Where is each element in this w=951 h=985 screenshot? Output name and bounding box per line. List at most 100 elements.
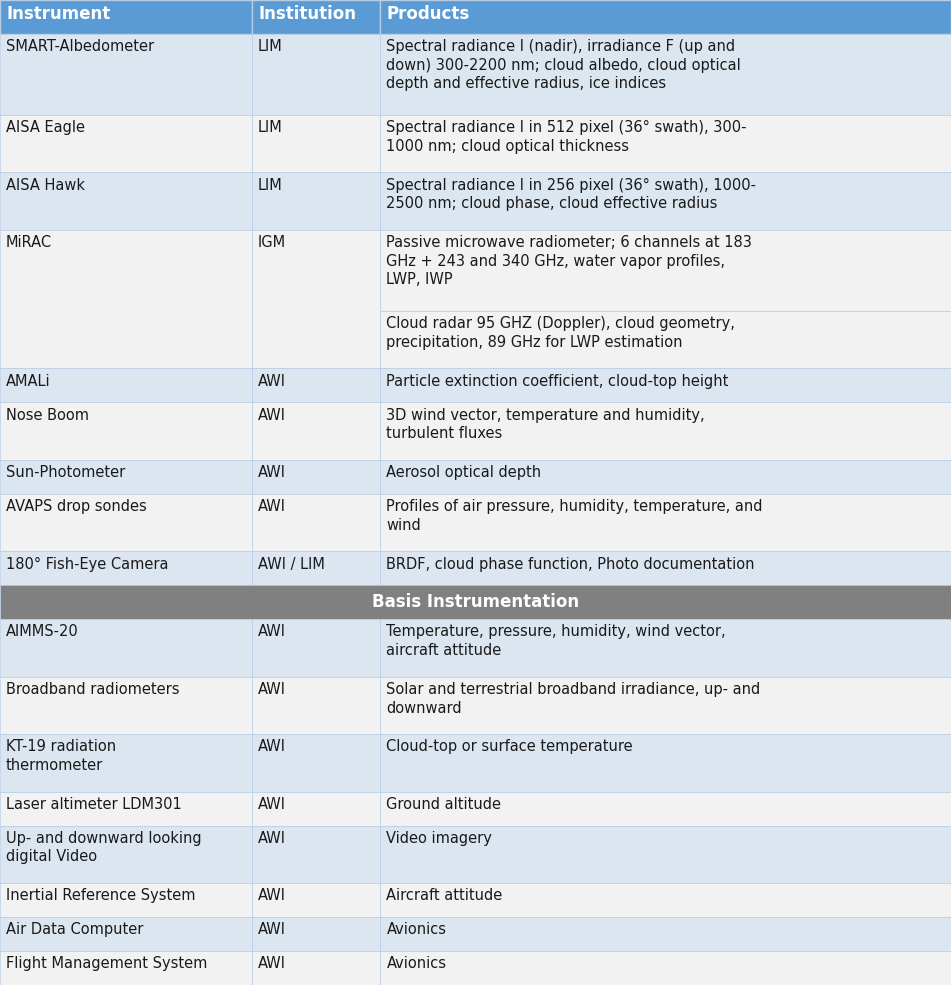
Bar bbox=[0, 734, 252, 792]
Text: AWI: AWI bbox=[258, 624, 286, 639]
Text: Aerosol optical depth: Aerosol optical depth bbox=[386, 465, 541, 480]
Bar bbox=[380, 368, 951, 402]
Text: BRDF, cloud phase function, Photo documentation: BRDF, cloud phase function, Photo docume… bbox=[386, 557, 755, 571]
Bar bbox=[0, 33, 252, 115]
Text: LIM: LIM bbox=[258, 39, 282, 54]
Bar bbox=[252, 734, 380, 792]
Bar bbox=[0, 585, 951, 620]
Bar bbox=[252, 368, 380, 402]
Text: Avionics: Avionics bbox=[386, 922, 446, 938]
Bar bbox=[0, 952, 252, 985]
Bar bbox=[252, 402, 380, 460]
Text: Basis Instrumentation: Basis Instrumentation bbox=[372, 593, 579, 612]
Bar bbox=[380, 884, 951, 917]
Bar bbox=[0, 792, 252, 825]
Bar bbox=[380, 311, 951, 368]
Text: Solar and terrestrial broadband irradiance, up- and
downward: Solar and terrestrial broadband irradian… bbox=[386, 682, 761, 715]
Bar bbox=[380, 172, 951, 230]
Bar bbox=[252, 952, 380, 985]
Bar bbox=[380, 792, 951, 825]
Bar bbox=[380, 620, 951, 677]
Text: AWI / LIM: AWI / LIM bbox=[258, 557, 325, 571]
Bar bbox=[380, 952, 951, 985]
Text: Video imagery: Video imagery bbox=[386, 831, 493, 846]
Text: AWI: AWI bbox=[258, 740, 286, 755]
Bar bbox=[252, 172, 380, 230]
Text: 3D wind vector, temperature and humidity,
turbulent fluxes: 3D wind vector, temperature and humidity… bbox=[386, 408, 705, 441]
Text: MiRAC: MiRAC bbox=[6, 235, 52, 250]
Bar bbox=[0, 552, 252, 585]
Text: KT-19 radiation
thermometer: KT-19 radiation thermometer bbox=[6, 740, 116, 773]
Text: Nose Boom: Nose Boom bbox=[6, 408, 89, 423]
Text: AWI: AWI bbox=[258, 956, 286, 971]
Bar bbox=[252, 115, 380, 172]
Bar bbox=[0, 402, 252, 460]
Bar bbox=[252, 230, 380, 368]
Text: Inertial Reference System: Inertial Reference System bbox=[6, 888, 196, 903]
Text: Spectral radiance I in 256 pixel (36° swath), 1000-
2500 nm; cloud phase, cloud : Spectral radiance I in 256 pixel (36° sw… bbox=[386, 177, 756, 211]
Bar bbox=[252, 677, 380, 734]
Text: Aircraft attitude: Aircraft attitude bbox=[386, 888, 503, 903]
Bar bbox=[0, 884, 252, 917]
Text: AWI: AWI bbox=[258, 797, 286, 812]
Bar bbox=[380, 734, 951, 792]
Bar bbox=[0, 620, 252, 677]
Text: AISA Eagle: AISA Eagle bbox=[6, 120, 85, 135]
Bar bbox=[0, 0, 252, 33]
Text: AWI: AWI bbox=[258, 831, 286, 846]
Text: 180° Fish-Eye Camera: 180° Fish-Eye Camera bbox=[6, 557, 168, 571]
Bar bbox=[380, 0, 951, 33]
Text: Flight Management System: Flight Management System bbox=[6, 956, 207, 971]
Text: Sun-Photometer: Sun-Photometer bbox=[6, 465, 126, 480]
Bar bbox=[0, 460, 252, 493]
Bar bbox=[0, 230, 252, 368]
Text: SMART-Albedometer: SMART-Albedometer bbox=[6, 39, 154, 54]
Bar bbox=[0, 368, 252, 402]
Text: AWI: AWI bbox=[258, 922, 286, 938]
Bar bbox=[380, 493, 951, 552]
Bar bbox=[380, 33, 951, 115]
Text: Broadband radiometers: Broadband radiometers bbox=[6, 682, 180, 697]
Bar bbox=[252, 825, 380, 884]
Bar bbox=[252, 493, 380, 552]
Text: Laser altimeter LDM301: Laser altimeter LDM301 bbox=[6, 797, 182, 812]
Bar bbox=[0, 115, 252, 172]
Text: Passive microwave radiometer; 6 channels at 183
GHz + 243 and 340 GHz, water vap: Passive microwave radiometer; 6 channels… bbox=[386, 235, 752, 288]
Text: AWI: AWI bbox=[258, 465, 286, 480]
Text: Ground altitude: Ground altitude bbox=[386, 797, 501, 812]
Text: LIM: LIM bbox=[258, 177, 282, 193]
Bar bbox=[252, 620, 380, 677]
Bar bbox=[380, 917, 951, 952]
Text: Spectral radiance I in 512 pixel (36° swath), 300-
1000 nm; cloud optical thickn: Spectral radiance I in 512 pixel (36° sw… bbox=[386, 120, 747, 154]
Bar bbox=[380, 115, 951, 172]
Bar bbox=[380, 677, 951, 734]
Bar bbox=[0, 825, 252, 884]
Text: AWI: AWI bbox=[258, 682, 286, 697]
Text: Instrument: Instrument bbox=[6, 5, 110, 24]
Bar bbox=[252, 917, 380, 952]
Text: Spectral radiance I (nadir), irradiance F (up and
down) 300-2200 nm; cloud albed: Spectral radiance I (nadir), irradiance … bbox=[386, 39, 741, 92]
Text: AISA Hawk: AISA Hawk bbox=[6, 177, 85, 193]
Text: Air Data Computer: Air Data Computer bbox=[6, 922, 144, 938]
Text: AWI: AWI bbox=[258, 408, 286, 423]
Text: Avionics: Avionics bbox=[386, 956, 446, 971]
Bar bbox=[252, 884, 380, 917]
Text: AWI: AWI bbox=[258, 888, 286, 903]
Text: AWI: AWI bbox=[258, 373, 286, 389]
Text: AWI: AWI bbox=[258, 499, 286, 514]
Bar bbox=[380, 460, 951, 493]
Text: LIM: LIM bbox=[258, 120, 282, 135]
Text: Products: Products bbox=[386, 5, 470, 24]
Text: Up- and downward looking
digital Video: Up- and downward looking digital Video bbox=[6, 831, 202, 865]
Text: IGM: IGM bbox=[258, 235, 286, 250]
Bar bbox=[0, 677, 252, 734]
Text: Temperature, pressure, humidity, wind vector,
aircraft attitude: Temperature, pressure, humidity, wind ve… bbox=[386, 624, 726, 658]
Text: Cloud radar 95 GHZ (Doppler), cloud geometry,
precipitation, 89 GHz for LWP esti: Cloud radar 95 GHZ (Doppler), cloud geom… bbox=[386, 316, 735, 350]
Bar bbox=[252, 460, 380, 493]
Bar bbox=[380, 825, 951, 884]
Text: AMALi: AMALi bbox=[6, 373, 50, 389]
Bar bbox=[0, 493, 252, 552]
Bar bbox=[252, 552, 380, 585]
Bar bbox=[380, 552, 951, 585]
Bar bbox=[0, 917, 252, 952]
